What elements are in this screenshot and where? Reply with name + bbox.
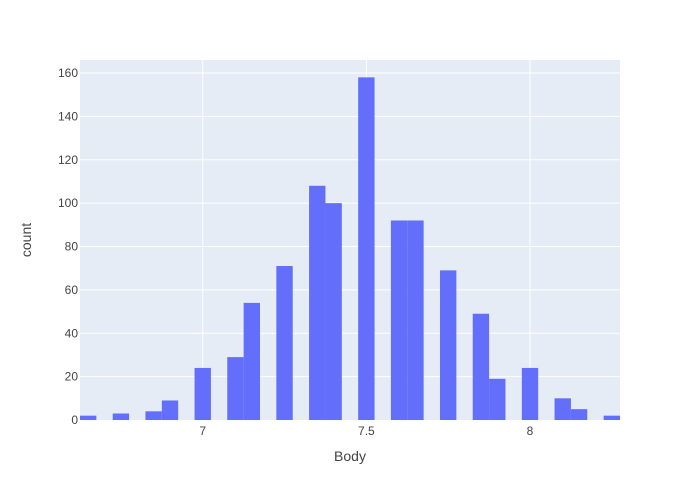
histogram-bar: [521, 367, 539, 420]
histogram-bar: [194, 367, 211, 420]
y-tick-label: 20: [65, 370, 79, 384]
x-axis-title: Body: [334, 448, 366, 464]
x-tick-label: 7: [199, 424, 206, 438]
y-tick-label: 100: [58, 196, 78, 210]
histogram-bar: [440, 270, 457, 420]
histogram-bar: [276, 266, 293, 420]
histogram-bar: [80, 415, 97, 420]
y-tick-label: 40: [65, 326, 79, 340]
x-tick-label: 8: [527, 424, 534, 438]
histogram-bar: [554, 398, 571, 420]
y-tick-label: 60: [65, 283, 79, 297]
histogram-bar: [309, 185, 326, 420]
y-axis-ticks: 0 20 40 60 80 100 120 140 160: [58, 66, 78, 427]
histogram-bar: [489, 378, 506, 420]
y-tick-label: 80: [65, 240, 79, 254]
y-tick-label: 160: [58, 66, 78, 80]
y-tick-label: 140: [58, 109, 78, 123]
histogram-bar: [145, 411, 162, 420]
y-tick-label: 0: [71, 413, 78, 427]
histogram-bar: [325, 203, 342, 420]
histogram-bar: [407, 220, 424, 420]
histogram-bar: [161, 400, 179, 420]
histogram-bar: [603, 415, 620, 420]
x-tick-label: 7.5: [358, 424, 375, 438]
x-axis-ticks: 7 7.5 8: [199, 424, 533, 438]
y-axis-title: count: [18, 223, 34, 257]
bars: [80, 77, 620, 420]
y-tick-label: 120: [58, 153, 78, 167]
histogram-bar: [570, 409, 588, 420]
histogram-bar: [112, 413, 130, 420]
plot-area: [80, 60, 620, 420]
histogram-bar: [358, 77, 375, 420]
histogram-bar: [227, 357, 244, 420]
histogram-bar: [243, 302, 260, 420]
histogram-bar: [472, 313, 490, 420]
histogram-bar: [390, 220, 408, 420]
